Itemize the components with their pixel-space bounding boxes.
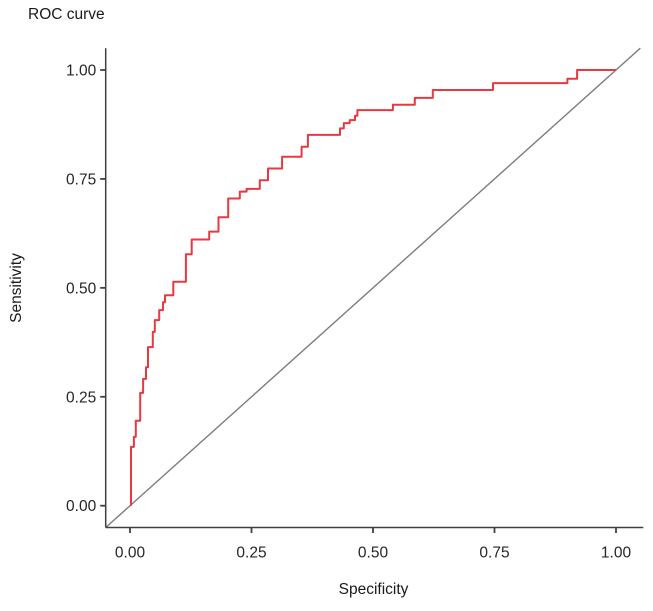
reference-diagonal-line <box>105 47 641 529</box>
roc-curve-line <box>130 69 616 506</box>
y-tick-label: 0.50 <box>66 280 97 297</box>
y-tick-label: 1.00 <box>66 62 97 79</box>
y-tick-label: 0.00 <box>66 498 97 515</box>
chart-title: ROC curve <box>28 6 105 23</box>
x-axis-title: Specificity <box>338 581 409 598</box>
x-tick-label: 0.00 <box>115 545 146 562</box>
x-tick-label: 0.50 <box>358 545 389 562</box>
y-tick-label: 0.75 <box>66 171 96 188</box>
x-tick-label: 0.75 <box>479 545 509 562</box>
x-tick-label: 1.00 <box>601 545 632 562</box>
x-tick-label: 0.25 <box>236 545 266 562</box>
y-tick-label: 0.25 <box>66 389 96 406</box>
